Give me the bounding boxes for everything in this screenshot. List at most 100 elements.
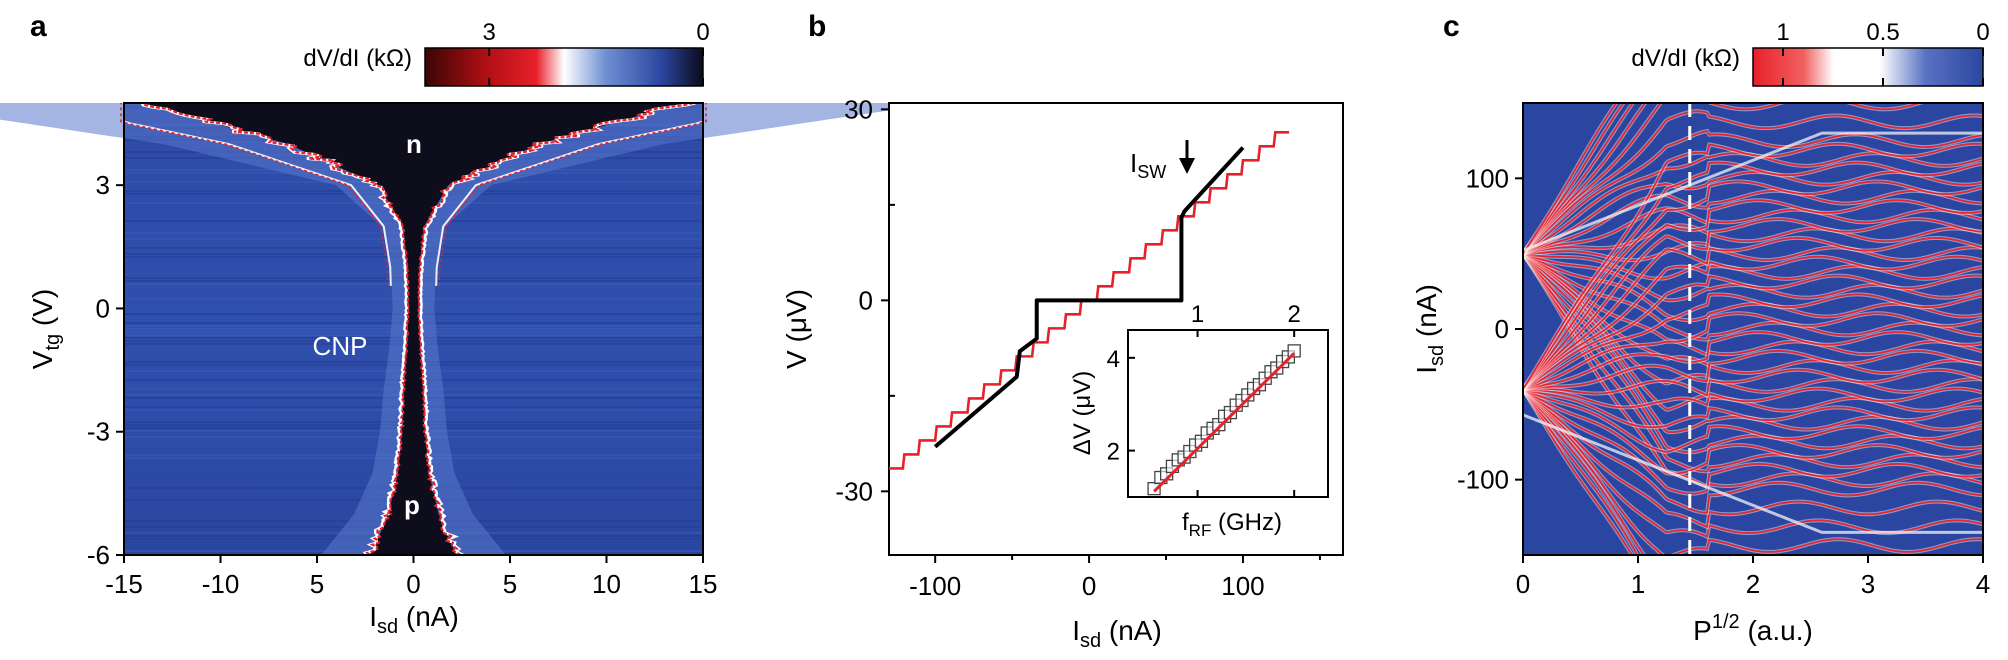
x-tick-label: 10 [592,569,621,599]
inset-data-point [1147,481,1161,496]
panel-b-annotation-isw: ISW [1130,148,1166,182]
colorbar-tick-label: 0 [696,19,709,46]
fan-line [1523,389,1633,555]
panel-a-annotation-cnp: CNP [313,331,368,361]
series-black-iv [933,146,1245,449]
fan-line [1523,189,1983,255]
colorbar-tick-label: 0 [1976,19,1989,46]
y-tick-label: -3 [87,417,110,447]
edge-left-red [142,102,411,556]
panel-a-colorbar-title: dV/dI (kΩ) [303,45,412,72]
fan-line [1523,103,1634,255]
edge-left-outer-red [120,103,389,286]
x-tick-label: 0 [406,569,420,599]
fan-envelope [1523,413,1983,534]
panel-c-colorbar [1752,47,1984,87]
fan-line [1523,274,1983,390]
fan-line [1523,388,1983,495]
panel-c-ylabel: Isd (nA) [1411,284,1448,374]
fan-line [1523,237,1983,390]
x-tick-label: 1 [1631,569,1645,599]
fan-line [1523,388,1646,555]
x-tick-label: 0 [1516,569,1530,599]
y-tick-label: -30 [835,476,873,506]
x-tick-label: -15 [105,569,143,599]
panel-c-colorbar-title: dV/dI (kΩ) [1631,45,1740,72]
fan-line [1523,142,1983,390]
y-tick-label: 0 [96,293,110,323]
x-tick-label: 5 [503,569,517,599]
x-tick-label: -10 [202,569,240,599]
superconducting-region [143,103,684,555]
panel-b-plot-area [889,130,1290,470]
fan-line [1523,110,1983,255]
panel-c-label: c [1443,10,1460,43]
inset-y-tick-label: 4 [1107,346,1120,373]
fan-line [1523,388,1983,555]
fan-line [1523,252,1983,280]
panel-a-colorbar [424,47,704,87]
edge-right-outer-red [438,103,707,286]
fan-line [1523,103,1647,255]
x-tick-label: 2 [1746,569,1760,599]
panel-a-annotation-p: p [404,490,420,520]
x-tick-label: 3 [1861,569,1875,599]
x-tick-label: 4 [1976,569,1990,599]
fan-line [1523,253,1983,412]
fan-line [1523,388,1983,429]
fan-line [1523,103,1923,255]
fan-line [1523,388,1983,475]
x-tick-label: -100 [909,571,961,601]
panel-a-xlabel: Isd (nA) [369,601,459,638]
panel-b-x-ticks: -100 0 100 [909,555,1321,601]
fan-line [1523,388,1983,514]
x-tick-label: 100 [1221,571,1264,601]
fan-line [1523,253,1983,488]
fan-line [1523,242,1983,262]
fan-line [1523,388,1639,555]
fan-line [1523,103,1625,254]
panel-c-plot-area [1522,102,1984,556]
colorbar-tick-label: 0.5 [1866,19,1899,46]
fan-line [1523,253,1983,473]
fan-line [1523,253,1983,393]
fan-line [1523,161,1983,390]
fan-line [1523,252,1983,356]
isw-arrow [1179,140,1195,174]
panel-a-features [0,101,939,557]
panel-a-ylabel: Vtg (V) [27,289,64,369]
y-tick-label: -100 [1457,465,1509,495]
panel-a-annotation-n: n [406,129,422,159]
y-tick-label: 0 [859,285,873,315]
fan-line [1523,388,1983,529]
inset-x-tick-label: 2 [1288,301,1301,328]
y-tick-label: 0 [1495,314,1509,344]
edge-right-red [417,101,694,556]
panel-a-x-ticks: -15 -10 5 0 5 10 15 [105,555,717,599]
inset-fit-line [1153,352,1296,493]
fan-line [1523,331,1983,391]
x-tick-label: 15 [689,569,718,599]
fan-line [1523,387,1983,409]
fan-line [1523,350,1983,391]
fan-line [1523,253,1983,374]
inset-y-tick-label: 2 [1107,439,1120,466]
y-tick-label: -6 [87,540,110,570]
fan-envelope [1523,131,1983,253]
panel-b-y-ticks: -30 0 30 [835,94,895,506]
fan-line [1523,312,1983,391]
panel-b: b -100 0 100 -30 0 30 ISW 1 2 2 4 fRF (GHz) ΔV … [781,10,1344,652]
panel-b-xlabel: Isd (nA) [1072,615,1162,652]
inset-data-point [1287,344,1301,358]
panel-c-colorbar-ticks: 1 0.5 0 [1776,19,1990,86]
colorbar-tick-label: 1 [1776,19,1789,46]
panel-b-label: b [808,10,826,43]
fan-line [1523,368,1983,397]
panel-b-inset-ylabel: ΔV (μV) [1069,371,1096,456]
fan-line [1523,218,1983,390]
colorbar-tick-label: 3 [482,19,495,46]
panel-c-x-ticks: 0 1 2 3 4 [1516,555,1990,599]
panel-a-label: a [30,10,47,43]
